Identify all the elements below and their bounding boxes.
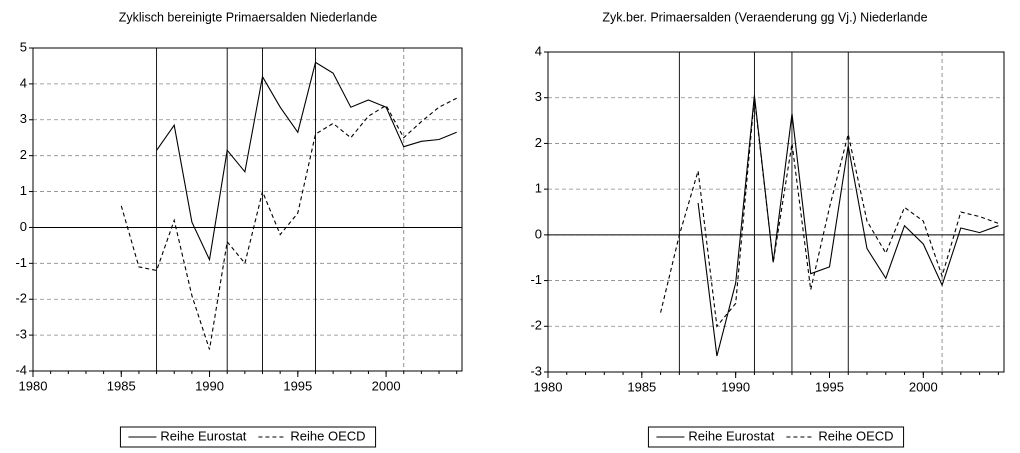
line-series [660, 97, 999, 328]
x-tick-label: 1995 [815, 379, 844, 394]
y-tick-label: -2 [530, 318, 542, 333]
x-tick-label: 2000 [372, 378, 401, 393]
chart: Zyk.ber. Primaersalden (Veraenderung gg … [530, 10, 1005, 448]
legend-box [119, 426, 377, 448]
chart-title: Zyklisch bereinigte Primaersalden Nieder… [119, 10, 378, 24]
plot-frame [547, 51, 1005, 373]
y-tick-label: -4 [15, 362, 27, 377]
legend-box [647, 426, 905, 448]
y-tick-label: 2 [535, 135, 542, 150]
x-tick-label: 1980 [19, 378, 48, 393]
x-tick-label: 1995 [283, 378, 312, 393]
x-tick-label: 1985 [107, 378, 136, 393]
x-tick-label: 1980 [534, 379, 563, 394]
legend-label: Reihe Eurostat [160, 428, 246, 443]
y-tick-label: 4 [535, 43, 542, 58]
y-tick-label: 0 [535, 226, 542, 241]
legend-label: Reihe Eurostat [688, 428, 774, 443]
plot-frame [32, 47, 463, 372]
line-series [120, 97, 457, 350]
y-tick-label: 3 [535, 89, 542, 104]
y-tick-label: -3 [530, 363, 542, 378]
line-series [156, 61, 457, 262]
legend-label: Reihe OECD [290, 428, 365, 443]
x-tick-label: 1990 [195, 378, 224, 393]
y-tick-label: 4 [20, 75, 27, 90]
y-tick-label: -1 [15, 255, 27, 270]
legend: Reihe Eurostat Reihe OECD [119, 426, 377, 448]
y-tick-label: 5 [20, 39, 27, 54]
y-tick-label: 0 [20, 219, 27, 234]
legend: Reihe Eurostat Reihe OECD [647, 426, 905, 448]
x-tick-label: 2000 [909, 379, 938, 394]
legend-label: Reihe OECD [818, 428, 893, 443]
y-tick-label: 2 [20, 147, 27, 162]
x-tick-label: 1985 [627, 379, 656, 394]
y-tick-label: -3 [15, 327, 27, 342]
x-tick-label: 1990 [721, 379, 750, 394]
chart: Zyklisch bereinigte Primaersalden Nieder… [15, 10, 463, 448]
y-tick-label: 1 [20, 183, 27, 198]
y-tick-label: 1 [535, 181, 542, 196]
y-tick-label: -2 [15, 291, 27, 306]
y-tick-label: -1 [530, 272, 542, 287]
y-tick-label: 3 [20, 111, 27, 126]
line-series [697, 95, 999, 357]
chart-title: Zyk.ber. Primaersalden (Veraenderung gg … [602, 10, 927, 24]
